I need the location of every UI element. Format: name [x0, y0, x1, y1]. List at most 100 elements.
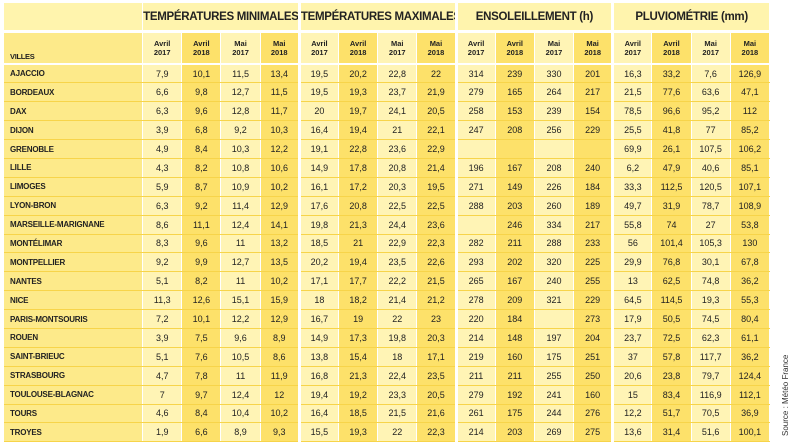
group-header: TEMPÉRATURES MINIMALES (°C) — [142, 3, 300, 33]
value-cell: 8,3 — [142, 234, 183, 254]
value-cell: 4,9 — [142, 139, 183, 159]
value-cell: 18 — [377, 347, 418, 367]
value-cell: 250 — [573, 366, 614, 386]
value-cell: 18,5 — [297, 234, 340, 254]
value-cell: 8,6 — [260, 347, 300, 367]
period-header: Mai 2018 — [573, 31, 614, 65]
value-cell: 19,5 — [416, 177, 457, 197]
value-cell: 57,8 — [651, 347, 692, 367]
period-month: Mai — [547, 39, 561, 48]
value-cell: 22,5 — [377, 196, 418, 216]
city-name: MONTPELLIER — [4, 252, 144, 273]
period-year: 2017 — [388, 48, 406, 57]
value-cell: 16,4 — [297, 120, 340, 141]
value-cell: 126,9 — [730, 64, 771, 84]
value-cell — [573, 139, 614, 159]
period-month: Mai — [234, 39, 247, 48]
period-month: Avril — [506, 39, 523, 48]
city-name: ROUEN — [4, 328, 144, 348]
value-cell: 203 — [495, 196, 535, 216]
period-year: 2017 — [232, 48, 249, 57]
value-cell: 19,4 — [297, 385, 340, 405]
table-row: MONTPELLIER 9,2 9,9 12,7 13,5 20,2 19,4 23,5 22,… — [4, 252, 771, 273]
period-year: 2017 — [153, 48, 171, 57]
value-cell: 20,2 — [297, 252, 340, 273]
value-cell: 10,2 — [260, 271, 300, 292]
value-cell: 9,9 — [181, 252, 222, 273]
period-year: 2018 — [506, 48, 524, 57]
value-cell: 36,2 — [730, 271, 771, 292]
value-cell: 17,7 — [338, 271, 379, 292]
value-cell: 7 — [142, 385, 183, 405]
value-cell: 255 — [573, 271, 614, 292]
value-cell: 12,2 — [220, 309, 261, 329]
table-row: MONTÉLIMAR 8,3 9,6 11 13,2 18,5 21 22,9 22,3 282 2… — [4, 234, 771, 254]
table-row: PARIS-MONTSOURIS 7,2 10,1 12,2 12,9 16,7 19 22 2… — [4, 309, 771, 329]
value-cell: 112,5 — [651, 177, 692, 197]
period-year: 2017 — [702, 48, 720, 57]
value-cell: 209 — [495, 290, 535, 311]
city-name: PARIS-MONTSOURIS — [4, 309, 144, 329]
period-month: Mai — [391, 39, 404, 48]
value-cell: 112,1 — [730, 385, 771, 405]
value-cell: 192 — [495, 385, 535, 405]
value-cell: 184 — [573, 177, 614, 197]
value-cell: 22 — [377, 422, 418, 442]
value-cell: 4,6 — [142, 404, 183, 424]
value-cell: 19,5 — [297, 82, 340, 103]
value-cell — [495, 139, 535, 159]
value-cell: 12,9 — [260, 196, 300, 216]
value-cell: 12,9 — [260, 309, 300, 329]
value-cell: 23,6 — [377, 139, 418, 159]
value-cell: 22,1 — [416, 120, 457, 141]
value-cell: 36,2 — [730, 347, 771, 367]
value-cell: 23,5 — [416, 366, 457, 386]
table-row: AJACCIO 7,9 10,1 11,5 13,4 19,5 20,2 22,8 22 314 2… — [4, 64, 771, 84]
value-cell: 23,8 — [651, 366, 692, 386]
city-name: MARSEILLE-MARIGNANE — [4, 215, 144, 235]
source-note: Source : Météo France — [781, 354, 790, 436]
value-cell: 17,8 — [338, 158, 379, 178]
value-cell: 258 — [454, 101, 496, 122]
value-cell: 20,6 — [611, 366, 653, 386]
value-cell: 197 — [534, 328, 575, 348]
value-cell: 26,1 — [651, 139, 692, 159]
value-cell: 108,9 — [730, 196, 771, 216]
value-cell: 78,5 — [611, 101, 653, 122]
period-month: Mai — [704, 39, 717, 48]
period-month: Avril — [663, 39, 680, 48]
city-name: AJACCIO — [4, 64, 144, 84]
table-row: NICE 11,3 12,6 15,1 15,9 18 18,2 21,4 21,2 278 209… — [4, 290, 771, 311]
value-cell: 21,4 — [416, 158, 457, 178]
value-cell: 27 — [691, 215, 731, 235]
value-cell: 17,3 — [338, 328, 379, 348]
value-cell: 211 — [495, 234, 535, 254]
value-cell: 107,5 — [691, 139, 731, 159]
value-cell: 67,8 — [730, 252, 771, 273]
table-row: BORDEAUX 6,6 9,8 12,7 11,5 19,5 19,3 23,7 21,9 27… — [4, 82, 771, 103]
value-cell: 13,8 — [297, 347, 340, 367]
table-body: AJACCIO 7,9 10,1 11,5 13,4 19,5 20,2 22,8 22 314 2… — [4, 64, 771, 442]
value-cell: 282 — [454, 234, 496, 254]
period-header: Mai 2018 — [260, 31, 300, 65]
value-cell: 8,9 — [260, 328, 300, 348]
value-cell: 3,9 — [142, 328, 183, 348]
value-cell: 22,4 — [377, 366, 418, 386]
value-cell — [454, 139, 496, 159]
value-cell: 20,5 — [416, 101, 457, 122]
city-name: LILLE — [4, 158, 144, 178]
value-cell: 22,8 — [377, 64, 418, 84]
value-cell: 17,9 — [611, 309, 653, 329]
value-cell: 16,7 — [297, 309, 340, 329]
value-cell: 33,2 — [651, 64, 692, 84]
table-row: TROYES 1,9 6,6 8,9 9,3 15,5 19,3 22 22,3 214 203 26… — [4, 422, 771, 442]
villes-header-blank — [4, 3, 144, 33]
value-cell: 239 — [534, 101, 575, 122]
value-cell: 214 — [454, 328, 496, 348]
value-cell: 16,4 — [297, 404, 340, 424]
value-cell: 23 — [416, 309, 457, 329]
villes-header: VILLES — [4, 31, 144, 65]
value-cell: 251 — [573, 347, 614, 367]
value-cell: 3,9 — [142, 120, 183, 141]
value-cell: 273 — [573, 309, 614, 329]
